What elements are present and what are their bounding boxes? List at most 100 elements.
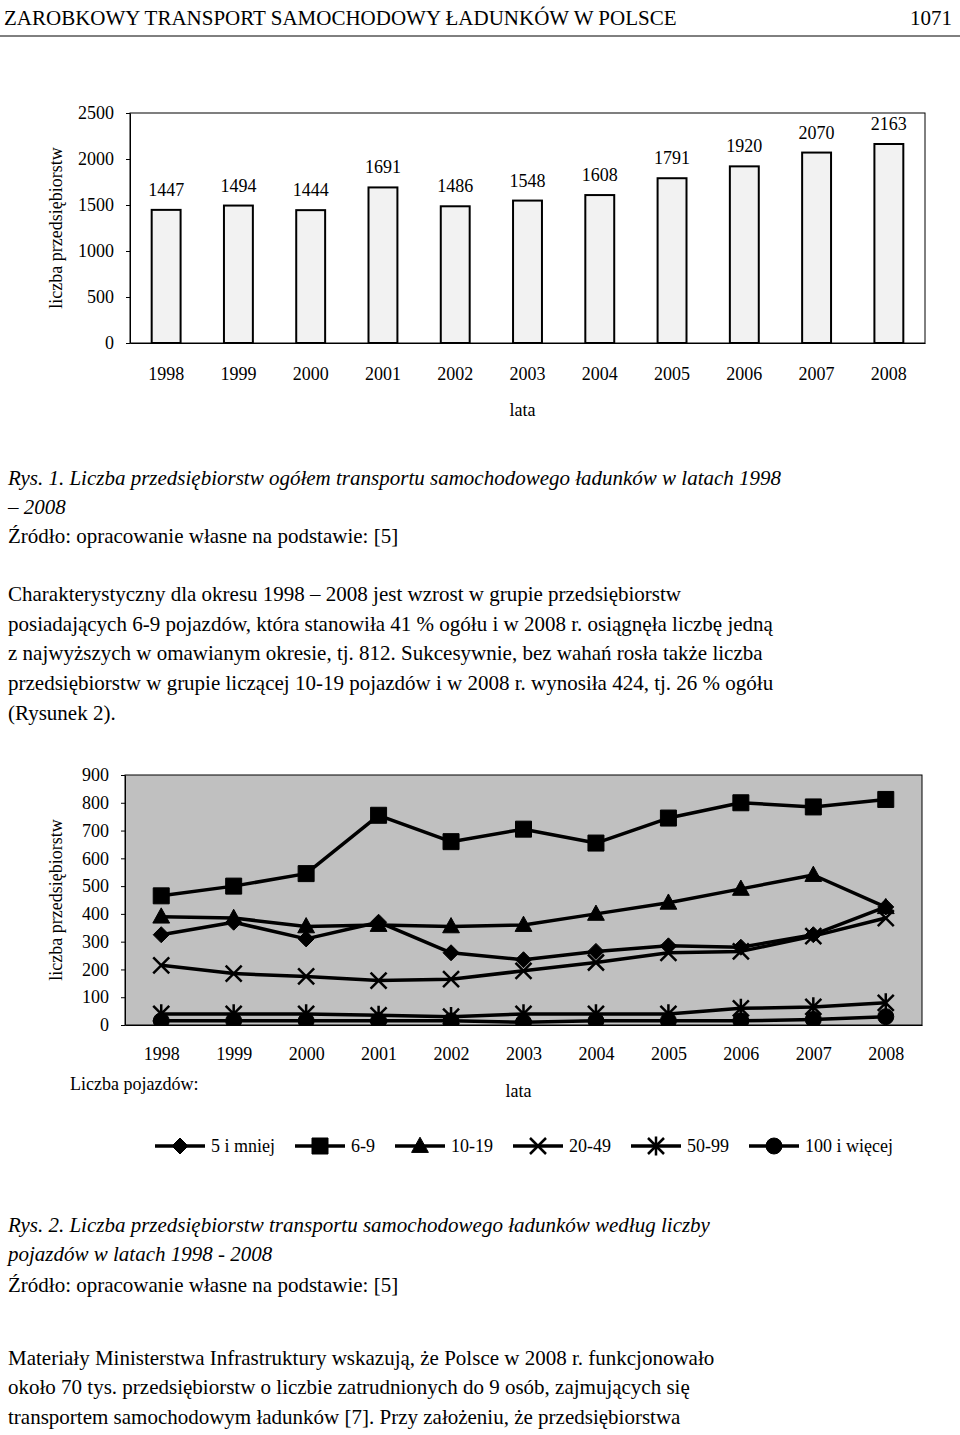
data-label: 1444 xyxy=(293,180,329,200)
marker xyxy=(225,909,242,924)
tick-label: 2008 xyxy=(868,1044,904,1064)
y-axis-title: liczba przedsiębiorstw xyxy=(46,147,66,308)
bar xyxy=(874,144,903,343)
caption: Rys. 1. Liczba przedsiębiorstw ogółem tr… xyxy=(7,466,782,490)
tick-mark xyxy=(121,886,125,887)
tick-label: 2005 xyxy=(651,1044,687,1064)
marks xyxy=(153,791,894,1025)
marker xyxy=(588,955,604,971)
source-note: Źródło: opracowanie własne na podstawie:… xyxy=(8,524,398,548)
tick: 2008 xyxy=(871,343,907,384)
legend-marker xyxy=(648,1136,664,1155)
tick: 1000 xyxy=(78,241,130,261)
marker xyxy=(878,791,894,807)
tick-label: 1999 xyxy=(216,1044,252,1064)
tick: 1998 xyxy=(144,1025,180,1064)
legend-item: 6-9 xyxy=(295,1136,375,1156)
marker xyxy=(371,973,387,989)
tick: 2007 xyxy=(796,1025,832,1064)
tick: 200 xyxy=(82,960,125,980)
legend-label: 6-9 xyxy=(351,1136,375,1156)
tick-label: 2002 xyxy=(434,1044,470,1064)
series-line xyxy=(161,918,886,981)
tick-label: 2006 xyxy=(723,1044,759,1064)
tick-mark xyxy=(121,942,125,943)
bar xyxy=(441,206,470,343)
tick: 2000 xyxy=(289,1025,325,1064)
legend-marker xyxy=(172,1138,188,1154)
legend-marker xyxy=(312,1138,328,1154)
marker xyxy=(588,1013,604,1025)
page-number: 1071 xyxy=(910,6,952,30)
marker xyxy=(733,1013,749,1025)
legend-item: 10-19 xyxy=(395,1136,493,1156)
marker xyxy=(733,943,749,959)
marker xyxy=(153,957,169,973)
data-label: 2163 xyxy=(871,114,907,134)
tick-label: 2004 xyxy=(578,1044,614,1064)
tick-label: 2003 xyxy=(506,1044,542,1064)
tick: 400 xyxy=(82,904,125,924)
marker xyxy=(298,931,314,947)
tick-label: 2000 xyxy=(293,364,329,384)
legend-item: 5 i mniej xyxy=(155,1136,275,1156)
bar xyxy=(658,178,687,343)
marker xyxy=(443,1013,459,1025)
marker xyxy=(878,1009,894,1025)
tick-mark xyxy=(121,1025,125,1026)
tick: 2006 xyxy=(726,343,762,384)
marker xyxy=(226,966,242,982)
tick-label: 1000 xyxy=(78,241,114,261)
x-axis: 1998199920002001200220032004200520062007… xyxy=(126,1025,923,1064)
tick-label: 2003 xyxy=(510,364,546,384)
marker xyxy=(443,945,459,961)
tick-mark xyxy=(121,969,125,970)
tick-label: 0 xyxy=(100,1015,109,1035)
tick: 0 xyxy=(100,1015,125,1035)
tick-mark xyxy=(121,803,125,804)
marker xyxy=(805,799,821,815)
tick: 2005 xyxy=(654,343,690,384)
bar xyxy=(513,201,542,343)
tick: 800 xyxy=(82,793,125,813)
axis-line xyxy=(125,776,126,1026)
tick-label: 500 xyxy=(87,287,114,307)
tick-label: 2002 xyxy=(437,364,473,384)
tick: 1999 xyxy=(216,1025,252,1064)
tick-label: 1998 xyxy=(148,364,184,384)
marker xyxy=(226,1013,242,1025)
legend-marker xyxy=(412,1137,429,1152)
data-label: 2070 xyxy=(799,123,835,143)
tick-label: 1999 xyxy=(220,364,256,384)
plot-area xyxy=(125,775,922,1025)
tick: 2004 xyxy=(578,1025,614,1064)
data-label: 1791 xyxy=(654,148,690,168)
tick-label: 800 xyxy=(82,793,109,813)
marker xyxy=(370,916,387,931)
tick-label: 1500 xyxy=(78,195,114,215)
legend: 5 i mniej6-910-1920-4950-99100 i więcej xyxy=(155,1136,893,1156)
tick: 2007 xyxy=(799,343,835,384)
marker xyxy=(733,795,749,811)
tick-mark xyxy=(121,831,125,832)
tick-label: 500 xyxy=(82,876,109,896)
tick-label: 300 xyxy=(82,932,109,952)
figure-caption: Rys. 1. Liczba przedsiębiorstw ogółem tr… xyxy=(7,466,782,548)
page: ZAROBKOWY TRANSPORT SAMOCHODOWY ŁADUNKÓW… xyxy=(0,0,960,1435)
y-axis: 0100200300400500600700800900 xyxy=(82,765,126,1035)
tick-label: 2008 xyxy=(871,364,907,384)
x-axis: 1998199920002001200220032004200520062007… xyxy=(131,343,926,384)
marker xyxy=(153,908,170,923)
tick: 2008 xyxy=(868,1025,904,1064)
marker xyxy=(298,1013,314,1025)
annotation: Liczba pojazdów: xyxy=(70,1074,198,1094)
tick: 2006 xyxy=(723,1025,759,1064)
legend-label: 50-99 xyxy=(687,1136,729,1156)
marker xyxy=(153,927,169,943)
tick-label: 400 xyxy=(82,904,109,924)
marker xyxy=(298,866,314,882)
bar xyxy=(730,166,759,343)
tick-mark xyxy=(121,997,125,998)
tick-label: 2007 xyxy=(799,364,835,384)
data-label: 1494 xyxy=(220,176,256,196)
